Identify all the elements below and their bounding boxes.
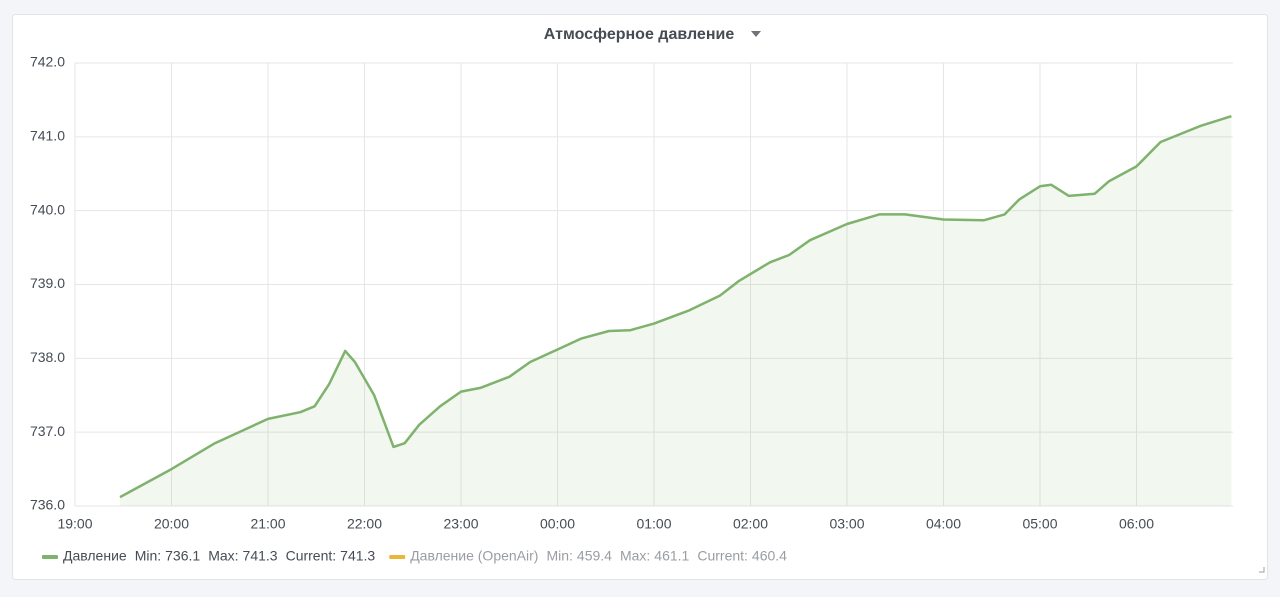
legend-stat-value: 736.1	[165, 548, 200, 564]
x-tick-label: 22:00	[347, 516, 382, 532]
y-tick-label: 738.0	[30, 349, 65, 365]
line	[119, 115, 1232, 499]
legend-label: Давление	[63, 548, 127, 564]
area	[120, 116, 1232, 506]
x-tick-label: 23:00	[443, 516, 478, 532]
legend-stat-value: 459.4	[577, 548, 612, 564]
x-tick-label: 05:00	[1022, 516, 1057, 532]
y-tick-label: 736.0	[30, 497, 65, 513]
x-tick-label: 02:00	[733, 516, 768, 532]
x-tick-label: 04:00	[926, 516, 961, 532]
legend-stat-label: Min:	[135, 548, 161, 564]
y-tick-label: 737.0	[30, 423, 65, 439]
legend-stat-label: Min:	[546, 548, 572, 564]
x-tick-label: 06:00	[1119, 516, 1154, 532]
x-tick-label: 03:00	[829, 516, 864, 532]
legend-label: Давление (OpenAir)	[410, 548, 538, 564]
legend-stat-value: 741.3	[340, 548, 375, 564]
y-tick-label: 740.0	[30, 201, 65, 217]
chart-title[interactable]: Атмосферное давление	[544, 26, 735, 43]
title-caret[interactable]	[751, 31, 761, 37]
x-tick-label: 19:00	[57, 516, 92, 532]
legend-stat-label: Max:	[208, 548, 238, 564]
y-tick-label: 742.0	[30, 54, 65, 70]
panel	[12, 14, 1268, 580]
legend-stat-label: Max:	[620, 548, 650, 564]
y-tick-label: 739.0	[30, 275, 65, 291]
x-tick-label: 01:00	[636, 516, 671, 532]
x-tick-label: 00:00	[540, 516, 575, 532]
y-tick-label: 741.0	[30, 128, 65, 144]
x-tick-label: 20:00	[154, 516, 189, 532]
legend-stat-label: Current:	[286, 548, 337, 564]
resize-handle[interactable]	[1259, 567, 1265, 573]
legend-stat-label: Current:	[697, 548, 748, 564]
legend-stat-value: 460.4	[752, 548, 787, 564]
legend-stat-value: 461.1	[654, 548, 689, 564]
x-tick-label: 21:00	[250, 516, 285, 532]
legend-stat-value: 741.3	[243, 548, 278, 564]
legend-swatch[interactable]	[42, 555, 58, 559]
legend-swatch[interactable]	[389, 555, 406, 559]
